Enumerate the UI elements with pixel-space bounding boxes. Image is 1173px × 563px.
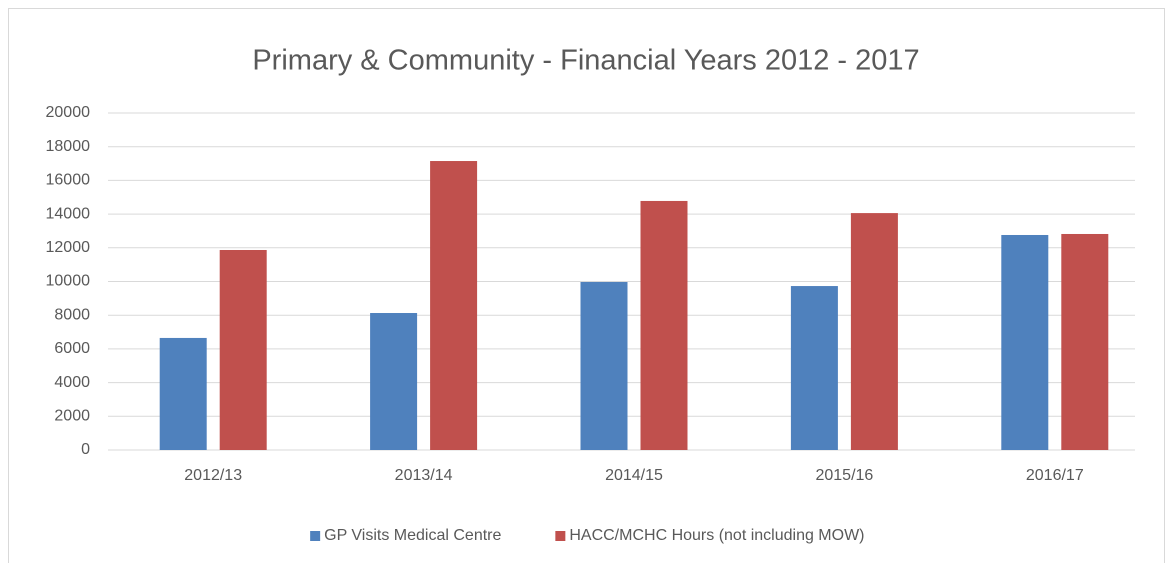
bar: [159, 337, 207, 450]
bar: [1001, 234, 1049, 450]
legend-label: GP Visits Medical Centre: [324, 527, 501, 544]
bar: [580, 282, 628, 450]
y-tick-label: 16000: [46, 172, 91, 189]
bar: [370, 313, 418, 450]
bar: [219, 249, 267, 450]
bar: [1061, 233, 1109, 450]
bar: [430, 161, 478, 450]
y-tick-label: 12000: [46, 239, 91, 256]
legend-label: HACC/MCHC Hours (not including MOW): [569, 527, 864, 544]
y-tick-label: 6000: [54, 340, 90, 357]
y-tick-label: 0: [81, 441, 90, 458]
x-tick-label: 2013/14: [395, 467, 453, 484]
x-tick-label: 2012/13: [184, 467, 242, 484]
legend-swatch: [310, 531, 321, 541]
bar: [790, 286, 838, 450]
bar: [640, 200, 688, 450]
y-tick-label: 10000: [46, 273, 91, 290]
x-tick-label: 2014/15: [605, 467, 663, 484]
y-tick-label: 20000: [46, 104, 91, 121]
chart-title: Primary & Community - Financial Years 20…: [252, 45, 919, 77]
bar: [850, 213, 898, 450]
legend-swatch: [555, 531, 566, 541]
y-tick-label: 2000: [54, 408, 90, 425]
x-tick-label: 2015/16: [815, 467, 873, 484]
y-tick-label: 18000: [46, 138, 91, 155]
y-tick-label: 8000: [54, 306, 90, 323]
x-tick-label: 2016/17: [1026, 467, 1084, 484]
y-tick-label: 14000: [46, 205, 91, 222]
y-tick-label: 4000: [54, 374, 90, 391]
